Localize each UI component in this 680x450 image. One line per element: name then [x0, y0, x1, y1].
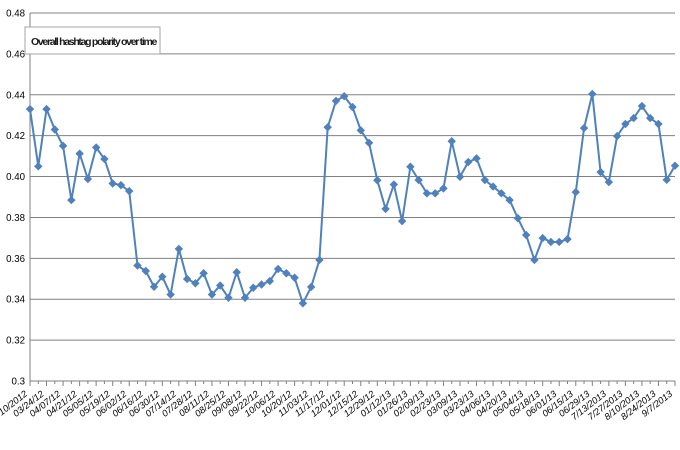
- svg-text:0.38: 0.38: [6, 213, 25, 224]
- svg-text:Overall hashtag polarity over: Overall hashtag polarity over time: [31, 36, 157, 48]
- svg-text:0.46: 0.46: [6, 49, 25, 60]
- svg-text:0.42: 0.42: [6, 131, 25, 142]
- svg-text:0.34: 0.34: [6, 295, 25, 306]
- svg-text:0.3: 0.3: [12, 377, 25, 388]
- svg-text:0.32: 0.32: [6, 336, 25, 347]
- svg-text:0.48: 0.48: [6, 9, 25, 20]
- svg-text:0.40: 0.40: [6, 172, 25, 183]
- svg-text:0.44: 0.44: [6, 90, 25, 101]
- svg-text:0.36: 0.36: [6, 254, 25, 265]
